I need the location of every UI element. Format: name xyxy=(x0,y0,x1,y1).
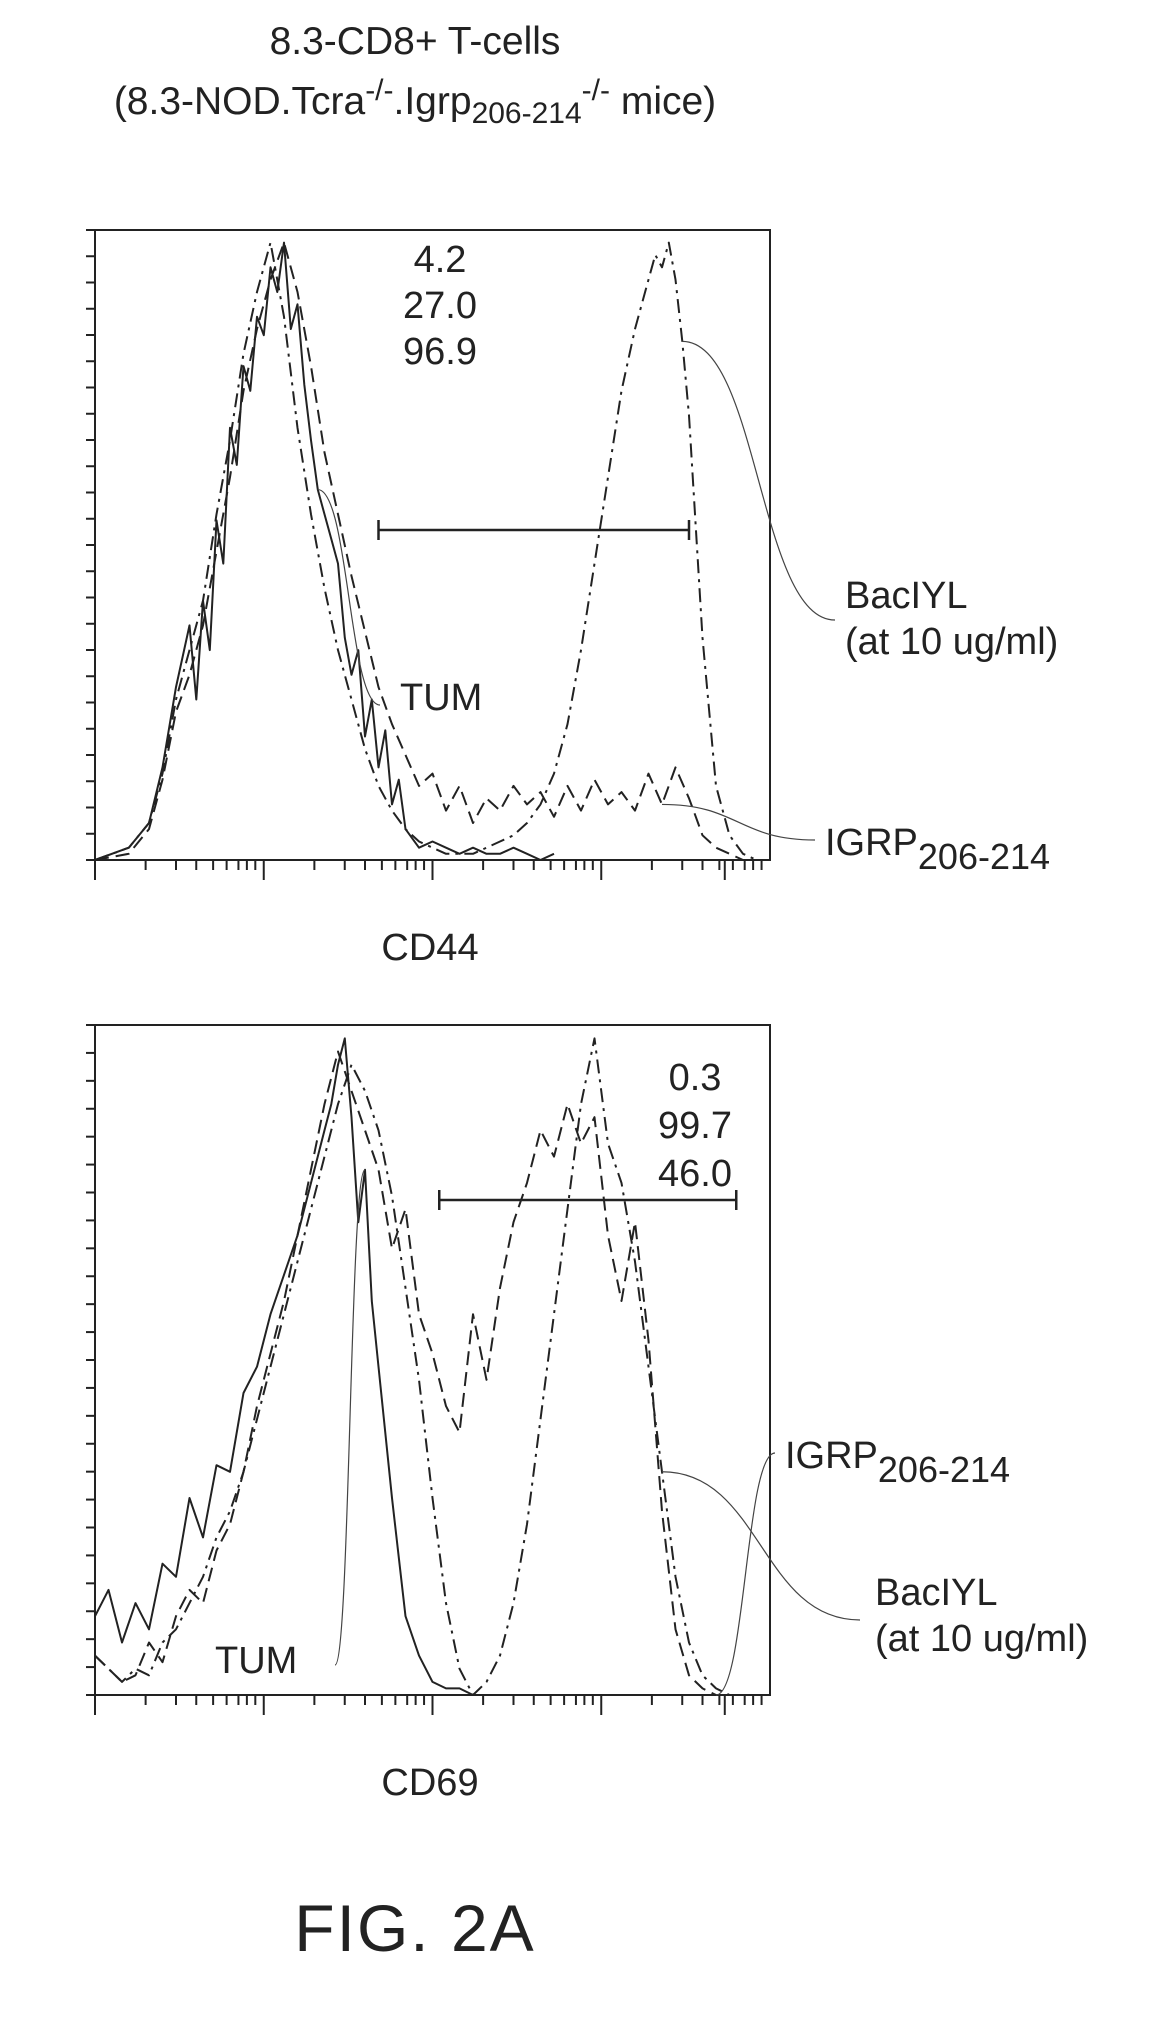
title-igrp: .Igrp xyxy=(393,80,472,123)
series-label-tum: TUM xyxy=(215,1640,297,1682)
leader-line-tum xyxy=(317,488,381,706)
gate-percentage: 96.9 xyxy=(403,331,477,373)
cd44-histogram: CD44 4.227.096.9 TUM IGRP206-214 BacIYL(at 1… xyxy=(86,229,1058,969)
title-mice: mice) xyxy=(610,80,717,123)
gate-percentage: 99.7 xyxy=(658,1105,732,1147)
series-label-baciyl-condition: (at 10 ug/ml) xyxy=(875,1618,1088,1660)
series-line-baciyl xyxy=(94,241,757,861)
leader-line-igrp xyxy=(661,803,816,841)
series-label-baciyl: BacIYL xyxy=(845,575,968,617)
gate-percentage: 4.2 xyxy=(414,239,467,281)
figure-title-line-1: 8.3-CD8+ T-cells xyxy=(269,20,561,63)
series-line-tum xyxy=(94,1037,487,1696)
figure-title-line-2: (8.3-NOD.Tcra-/-.Igrp206-214-/- mice) xyxy=(0,76,830,129)
gate-percentage: 0.3 xyxy=(669,1057,722,1099)
figure-label: FIG. 2A xyxy=(294,1891,536,1965)
leader-line-igrp xyxy=(715,1452,776,1696)
x-axis-label: CD69 xyxy=(381,1762,478,1804)
gate-percentage: 27.0 xyxy=(403,285,477,327)
leader-line-baciyl xyxy=(682,340,836,621)
leader-line-tum xyxy=(334,1169,366,1666)
series-label-igrp: IGRP206-214 xyxy=(825,822,1050,877)
cd69-histogram: CD69 0.3 99.7 46.0 TUM IGRP206-214 BacIYL(at 1… xyxy=(86,1024,1088,1804)
series-label-baciyl: BacIYL xyxy=(875,1572,998,1614)
series-label-baciyl-condition: (at 10 ug/ml) xyxy=(845,621,1058,663)
title-sub-igrp: 206-214 xyxy=(471,96,582,130)
series-line-baciyl xyxy=(94,1037,743,1696)
title-strain: (8.3-NOD.Tcra xyxy=(113,80,366,123)
x-axis-label: CD44 xyxy=(381,927,478,969)
title-sup-tcra: -/- xyxy=(365,74,394,107)
gate-percentage: 46.0 xyxy=(658,1153,732,1195)
series-label-tum: TUM xyxy=(400,677,482,719)
title-sup-igrp: -/- xyxy=(581,74,610,107)
series-line-igrp xyxy=(94,241,744,861)
series-label-igrp: IGRP206-214 xyxy=(785,1435,1010,1490)
leader-line-baciyl xyxy=(661,1471,861,1621)
